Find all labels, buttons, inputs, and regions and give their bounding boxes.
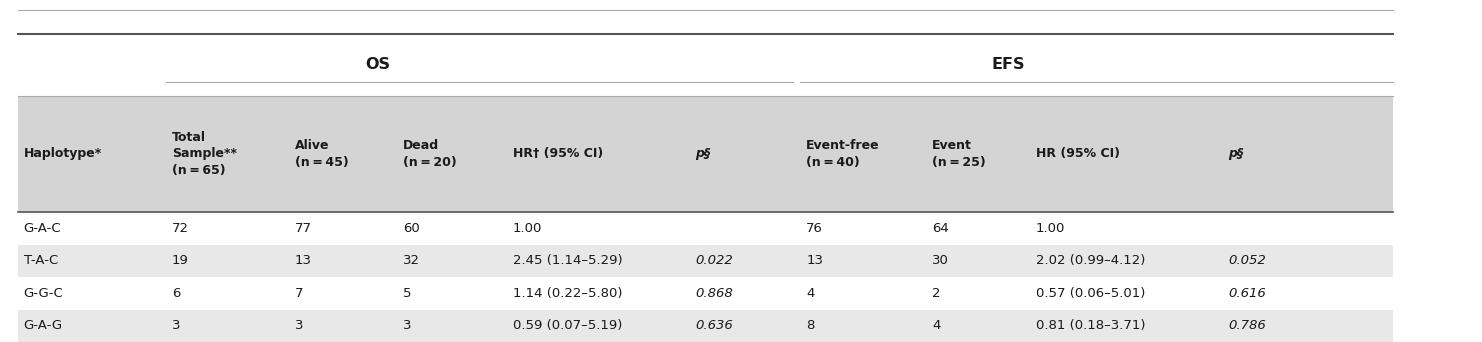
- Text: 1.00: 1.00: [1036, 222, 1066, 235]
- Text: 30: 30: [932, 254, 948, 267]
- Text: 72: 72: [172, 222, 188, 235]
- Text: 13: 13: [295, 254, 311, 267]
- Text: 13: 13: [806, 254, 823, 267]
- Text: HR† (95% CI): HR† (95% CI): [513, 147, 603, 160]
- Text: 4: 4: [932, 319, 941, 332]
- Bar: [18, 310, 1393, 342]
- Text: 32: 32: [403, 254, 419, 267]
- Text: 7: 7: [295, 287, 304, 300]
- Text: 0.616: 0.616: [1229, 287, 1266, 300]
- Text: 19: 19: [172, 254, 188, 267]
- Text: 0.57 (0.06–5.01): 0.57 (0.06–5.01): [1036, 287, 1146, 300]
- Bar: [18, 212, 1393, 245]
- Text: 0.59 (0.07–5.19): 0.59 (0.07–5.19): [513, 319, 622, 332]
- Text: p§: p§: [695, 147, 710, 160]
- Text: HR (95% CI): HR (95% CI): [1036, 147, 1120, 160]
- Text: p§: p§: [1229, 147, 1243, 160]
- Text: 77: 77: [295, 222, 311, 235]
- Text: G-G-C: G-G-C: [24, 287, 64, 300]
- Text: Alive
(n = 45): Alive (n = 45): [295, 139, 348, 169]
- Text: OS: OS: [366, 57, 390, 73]
- Text: 8: 8: [806, 319, 815, 332]
- Text: 2: 2: [932, 287, 941, 300]
- Text: 1.00: 1.00: [513, 222, 542, 235]
- Text: G-A-C: G-A-C: [24, 222, 61, 235]
- Text: EFS: EFS: [991, 57, 1024, 73]
- Text: 0.636: 0.636: [695, 319, 732, 332]
- Text: 3: 3: [295, 319, 304, 332]
- Text: 0.868: 0.868: [695, 287, 732, 300]
- Text: 3: 3: [172, 319, 181, 332]
- Text: 2.45 (1.14–5.29): 2.45 (1.14–5.29): [513, 254, 622, 267]
- Text: Dead
(n = 20): Dead (n = 20): [403, 139, 456, 169]
- Text: T-A-C: T-A-C: [24, 254, 58, 267]
- Bar: [18, 34, 1393, 96]
- Text: Haplotype*: Haplotype*: [24, 147, 102, 160]
- Text: G-A-G: G-A-G: [24, 319, 62, 332]
- Text: 4: 4: [806, 287, 815, 300]
- Text: 2.02 (0.99–4.12): 2.02 (0.99–4.12): [1036, 254, 1146, 267]
- Text: 5: 5: [403, 287, 412, 300]
- Bar: [18, 10, 1393, 34]
- Text: 6: 6: [172, 287, 181, 300]
- Text: 0.81 (0.18–3.71): 0.81 (0.18–3.71): [1036, 319, 1146, 332]
- Text: Total
Sample**
(n = 65): Total Sample** (n = 65): [172, 131, 237, 177]
- Text: 3: 3: [403, 319, 412, 332]
- Text: 0.786: 0.786: [1229, 319, 1266, 332]
- Text: Event
(n = 25): Event (n = 25): [932, 139, 986, 169]
- Text: 1.14 (0.22–5.80): 1.14 (0.22–5.80): [513, 287, 622, 300]
- Bar: [18, 277, 1393, 310]
- Text: 60: 60: [403, 222, 419, 235]
- Text: 0.022: 0.022: [695, 254, 732, 267]
- Text: 64: 64: [932, 222, 948, 235]
- Bar: [18, 96, 1393, 212]
- Bar: [18, 245, 1393, 277]
- Text: 76: 76: [806, 222, 823, 235]
- Text: Event-free
(n = 40): Event-free (n = 40): [806, 139, 880, 169]
- Text: 0.052: 0.052: [1229, 254, 1266, 267]
